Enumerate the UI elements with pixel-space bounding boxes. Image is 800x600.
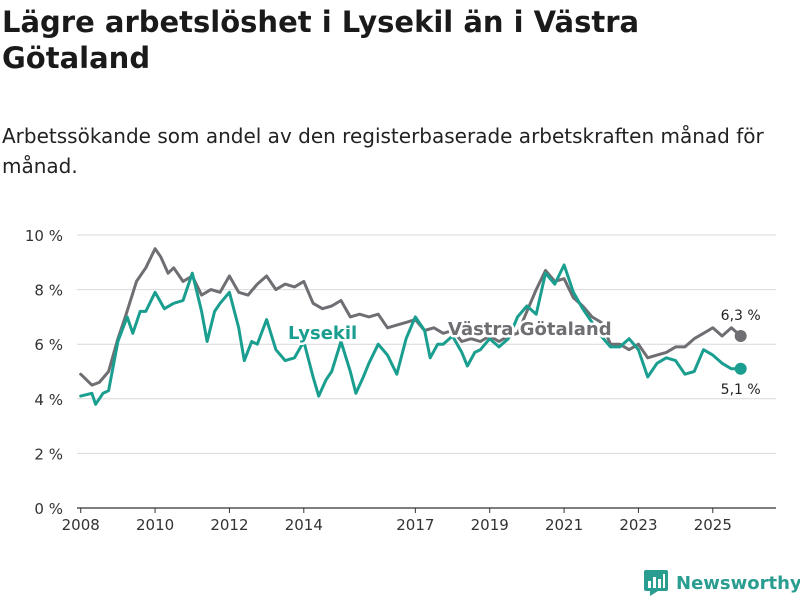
series-line-lysekil [79,263,743,406]
end-label-lysekil: 5,1 % [721,382,761,398]
y-tick-label: 2 % [34,445,63,463]
x-tick-label: 2025 [694,516,732,534]
page-title: Lägre arbetslöshet i Lysekil än i Västra… [2,5,640,75]
y-tick-label: 4 % [34,391,63,409]
line-chart: 0 % 2 % 4 % 6 % 8 % 10 % 2008 2010 2012 2014 2017 2… [25,227,776,534]
series-line-v-stra-g-taland [79,247,743,387]
chart-subtitle: Arbetssökande som andel av den registerb… [2,124,764,178]
end-point-lysekil [734,362,747,375]
x-tick-label: 2019 [471,516,509,534]
y-tick-label: 6 % [34,336,63,354]
x-tick-label: 2014 [285,516,323,534]
x-tick-label: 2021 [545,516,583,534]
newsworthy-logo-icon [644,570,668,596]
end-label-v-stra-g-taland: 6,3 % [721,308,761,324]
x-tick-label: 2008 [62,516,100,534]
y-tick-label: 10 % [25,227,63,245]
end-point-v-stra-g-taland [734,330,747,343]
x-tick-label: 2012 [210,516,248,534]
x-tick-label: 2010 [136,516,174,534]
x-tick-label: 2023 [619,516,657,534]
y-tick-label: 8 % [34,282,63,300]
brand-name: Newsworthy [676,572,800,594]
x-tick-label: 2017 [396,516,434,534]
series-annotation: Västra Götaland [448,319,612,340]
y-tick-label: 0 % [34,500,63,518]
brand-logo[interactable]: Newsworthy [644,568,800,598]
series-annotation: Lysekil [288,323,357,344]
